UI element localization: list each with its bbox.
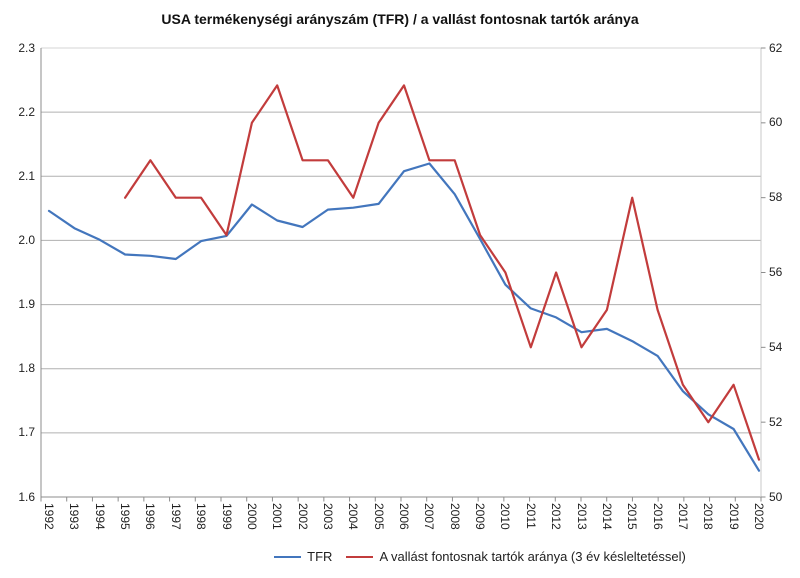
x-tick-label: 2013 [574,503,589,530]
religion-line-swatch-icon [346,555,374,558]
x-tick-label: 1993 [67,503,82,530]
x-tick-label: 1997 [168,503,183,530]
y-right-tick-label: 54 [769,339,783,354]
tick-marks [40,47,766,502]
x-tick-label: 2010 [498,503,513,530]
x-tick-label: 1995 [118,503,133,530]
y-left-tick-label: 2.1 [18,168,35,183]
x-tick-label: 2017 [675,503,690,530]
chart-title: USA termékenységi arányszám (TFR) / a va… [161,11,639,27]
x-tick-label: 2015 [625,503,640,530]
religion-line [123,84,761,461]
x-tick-label: 2001 [270,503,285,530]
tfr-line [47,162,761,472]
x-tick-label: 2002 [295,503,310,530]
legend: TFR A vallást fontosnak tartók aránya (3… [160,549,800,564]
x-tick-label: 2011 [523,503,538,529]
y-left-tick-label: 1.8 [18,361,35,376]
x-tick-label: 2000 [244,503,259,530]
x-tick-label: 2018 [701,503,716,530]
y-left-tick-label: 1.6 [18,489,35,504]
y-left-tick-label: 1.9 [18,297,35,312]
y-right-tick-label: 62 [769,40,783,55]
x-tick-label: 2006 [397,503,411,530]
y-left-tick-label: 2.3 [18,40,35,55]
y-right-tick-label: 50 [769,489,783,504]
y-right-tick-label: 60 [769,115,783,130]
y-right-tick-label: 56 [769,265,783,279]
x-tick-label: 2004 [346,503,361,530]
x-tick-label: 1992 [42,503,56,530]
x-tick-label: 2007 [422,503,437,530]
gridlines [41,47,761,498]
x-tick-label: 2016 [650,503,665,530]
legend-item-religion: A vallást fontosnak tartók aránya (3 év … [346,549,686,564]
x-tick-label: 1994 [92,503,107,530]
x-tick-label: 2005 [371,503,386,530]
axis-lines [40,48,762,497]
y-right-tick-label: 58 [769,190,783,205]
x-tick-label: 2019 [726,503,741,530]
y-left-tick-label: 2.2 [18,104,35,119]
x-tick-label: 2012 [549,503,564,530]
y-left-tick-label: 2.0 [18,232,35,247]
legend-item-tfr: TFR [274,549,332,564]
x-tick-label: 2003 [320,503,335,530]
x-tick-label: 2009 [473,503,488,530]
x-tick-label: 1998 [194,503,209,530]
tfr-line-swatch-icon [274,555,302,558]
y-left-tick-label: 1.7 [18,425,35,440]
y-right-tick-label: 52 [769,414,783,429]
x-tick-label: 2008 [447,503,462,530]
legend-label-tfr: TFR [307,549,333,564]
x-tick-label: 2014 [599,503,614,530]
legend-label-religion: A vallást fontosnak tartók aránya (3 év … [379,549,686,564]
x-tick-label: 1996 [143,503,158,530]
x-tick-label: 1999 [219,503,234,530]
x-tick-label: 2020 [752,503,766,530]
